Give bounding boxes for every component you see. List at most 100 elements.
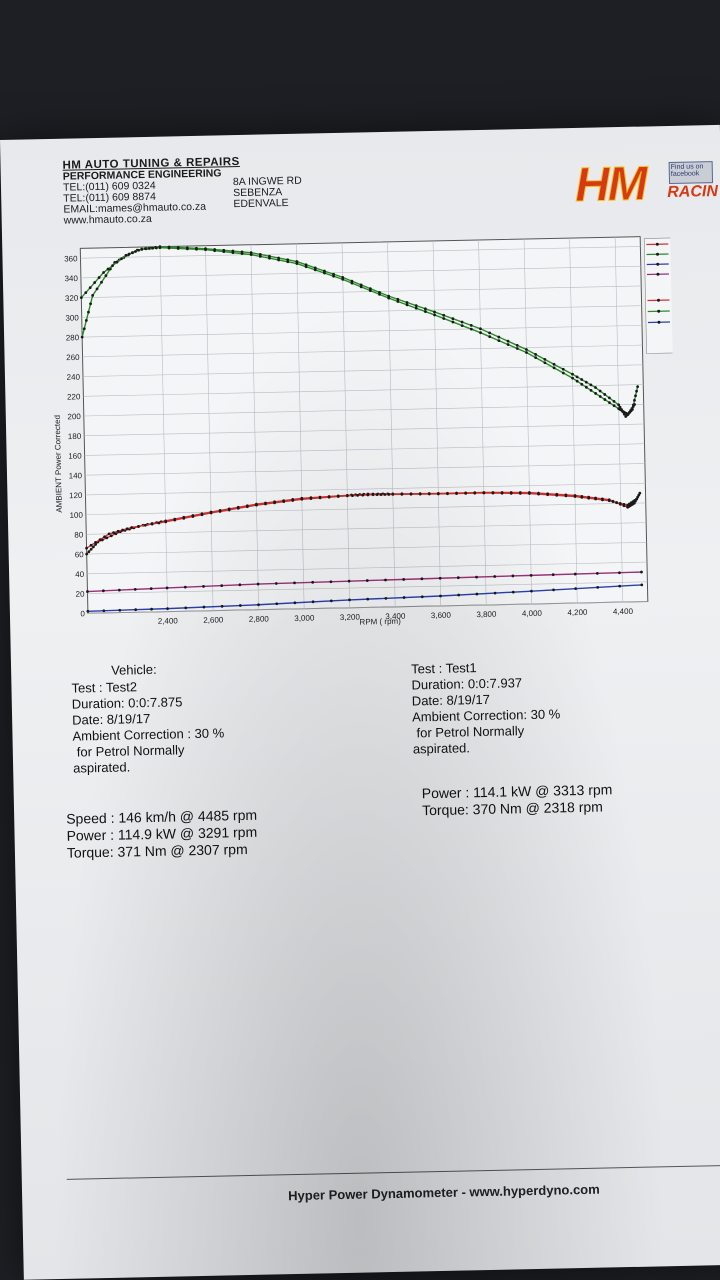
x-tick-label: 2,600 — [203, 615, 224, 624]
data-point — [414, 304, 418, 308]
test2-results: Speed : 146 km/h @ 4485 rpm Power : 114.… — [66, 807, 258, 862]
facebook-badge-icon: Find us on facebook — [668, 161, 714, 184]
data-point — [125, 527, 129, 531]
data-point — [391, 492, 395, 496]
data-point — [91, 545, 95, 549]
data-point — [327, 495, 331, 499]
data-point — [130, 526, 134, 529]
data-point — [115, 260, 119, 264]
data-point — [378, 290, 381, 294]
data-point — [127, 252, 131, 256]
data-point — [460, 324, 464, 327]
vehicle-label: Vehicle: — [110, 661, 157, 678]
data-point — [286, 258, 290, 262]
data-point — [202, 605, 206, 609]
data-point — [282, 500, 286, 504]
test1-results: Power : 114.1 kW @ 3313 rpm Torque: 370 … — [422, 781, 613, 819]
test2-ambient: Ambient Correction : 30 % — [72, 725, 225, 744]
data-point — [114, 532, 118, 536]
x-tick-label: 3,200 — [340, 613, 361, 622]
data-point — [409, 492, 413, 496]
data-point — [511, 574, 515, 578]
y-tick-label: 340 — [64, 274, 78, 283]
data-point — [144, 247, 147, 251]
data-point — [273, 501, 277, 505]
data-point — [341, 277, 345, 281]
legend-entry: Test2 : P — [671, 239, 678, 249]
data-point — [635, 389, 638, 393]
data-point — [594, 497, 597, 501]
data-point — [351, 494, 354, 498]
data-point — [368, 287, 372, 291]
data-point — [151, 246, 155, 250]
plot-area — [79, 236, 649, 614]
data-point — [293, 601, 297, 605]
data-point — [387, 294, 391, 298]
data-point — [245, 505, 249, 509]
data-point — [638, 491, 642, 495]
data-point — [204, 248, 207, 252]
data-point — [396, 300, 400, 303]
data-point — [479, 331, 482, 335]
data-point — [182, 516, 186, 520]
data-point — [598, 395, 602, 398]
y-tick-label: 60 — [75, 550, 85, 559]
data-point — [469, 327, 473, 331]
x-gridline — [614, 237, 624, 603]
data-point — [149, 587, 153, 591]
legend-marker — [656, 262, 660, 266]
data-point — [493, 591, 497, 595]
data-point — [200, 513, 204, 517]
chart-series — [79, 245, 644, 613]
data-point — [603, 393, 607, 396]
test1-torque: Torque: 370 Nm @ 2318 rpm — [421, 798, 604, 819]
data-point — [640, 570, 643, 574]
data-point — [618, 571, 621, 575]
data-point — [87, 550, 91, 554]
data-point — [106, 267, 110, 271]
footer-divider — [66, 1164, 720, 1180]
data-point — [509, 491, 513, 495]
x-gridline — [387, 241, 396, 607]
data-point — [584, 380, 588, 384]
data-point — [323, 271, 326, 275]
y-gridline — [83, 403, 644, 417]
x-tick-label: 2,400 — [158, 616, 179, 625]
y-tick-label: 240 — [67, 373, 81, 382]
data-point — [436, 492, 440, 496]
y-tick-label: 280 — [66, 333, 80, 342]
data-point — [101, 589, 105, 593]
data-point — [571, 372, 574, 376]
data-point — [475, 575, 478, 579]
data-point — [345, 494, 349, 498]
y-tick-label: 320 — [65, 294, 79, 303]
data-point — [329, 599, 333, 603]
legend-entry: Test1 : — [672, 295, 678, 304]
data-point — [109, 534, 113, 538]
test1-aspiration: aspirated. — [412, 740, 471, 757]
data-point — [164, 520, 168, 524]
data-point — [277, 258, 281, 262]
legend-entry: Test1 : — [673, 306, 679, 315]
data-point — [594, 392, 598, 395]
data-point — [209, 511, 213, 515]
data-point — [238, 583, 242, 587]
data-point — [258, 255, 262, 258]
data-point — [482, 491, 486, 495]
data-point — [231, 251, 235, 255]
data-point — [79, 296, 83, 300]
data-point — [240, 252, 244, 256]
data-point — [400, 492, 404, 496]
data-point — [515, 343, 519, 347]
x-tick-label: 4,400 — [613, 607, 634, 616]
data-point — [626, 413, 630, 416]
data-point — [304, 263, 308, 267]
data-point — [573, 572, 577, 576]
data-point — [506, 343, 510, 346]
data-point — [183, 585, 187, 589]
data-point — [491, 491, 495, 495]
data-point — [420, 577, 424, 581]
data-point — [329, 580, 333, 584]
data-point — [140, 247, 144, 251]
data-point — [157, 521, 161, 525]
